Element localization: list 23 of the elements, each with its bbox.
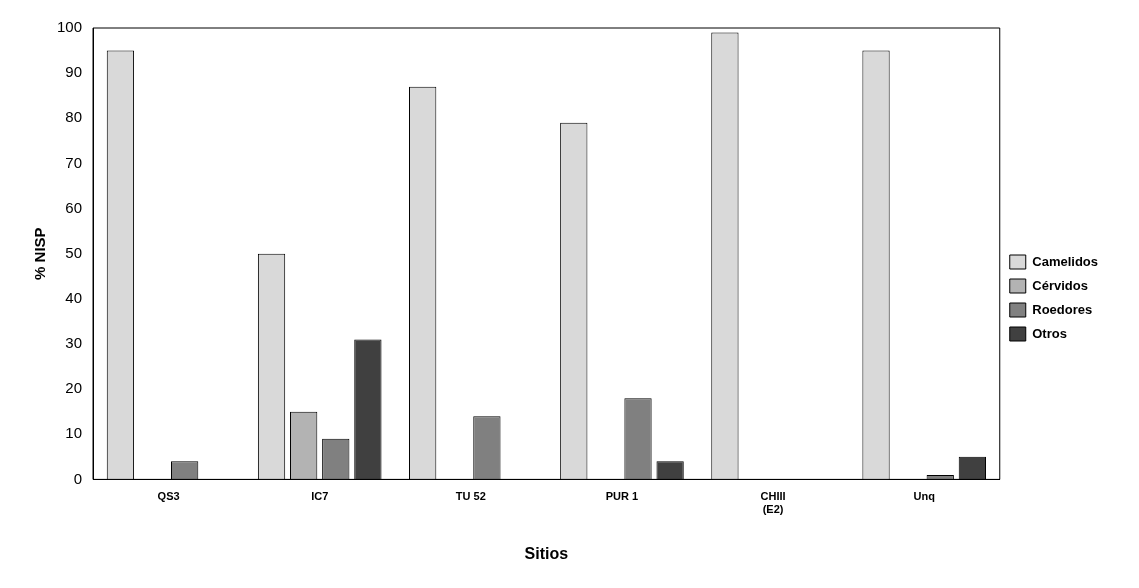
y-axis-title: % NISP [31, 227, 49, 280]
y-tick-label: 60 [65, 198, 83, 216]
y-tick-label: 80 [65, 108, 83, 126]
y-tick-label: 70 [65, 153, 83, 171]
y-tick-label: 0 [73, 469, 83, 487]
y-tick-label: 90 [65, 63, 83, 81]
y-tick-label: 40 [65, 288, 83, 306]
legend-label: Camelidos [1032, 253, 1099, 269]
x-tick-label: IC7 [311, 490, 329, 503]
legend-label: Roedores [1032, 301, 1093, 317]
x-tick-label: TU 52 [455, 490, 486, 503]
y-tick-label: 20 [65, 379, 83, 397]
x-tick-label: QS3 [157, 490, 180, 503]
x-tick-label: CHIII (E2) [760, 490, 786, 516]
legend-label: Cérvidos [1032, 277, 1088, 293]
y-tick-label: 10 [65, 424, 83, 442]
y-tick-label: 100 [57, 18, 83, 36]
legend-label: Otros [1032, 325, 1067, 341]
y-tick-label: 50 [65, 243, 83, 261]
x-tick-label: PUR 1 [605, 490, 639, 503]
x-axis-title: Sitios [524, 544, 569, 562]
y-tick-label: 30 [65, 334, 83, 352]
x-tick-label: Unq [913, 490, 935, 503]
